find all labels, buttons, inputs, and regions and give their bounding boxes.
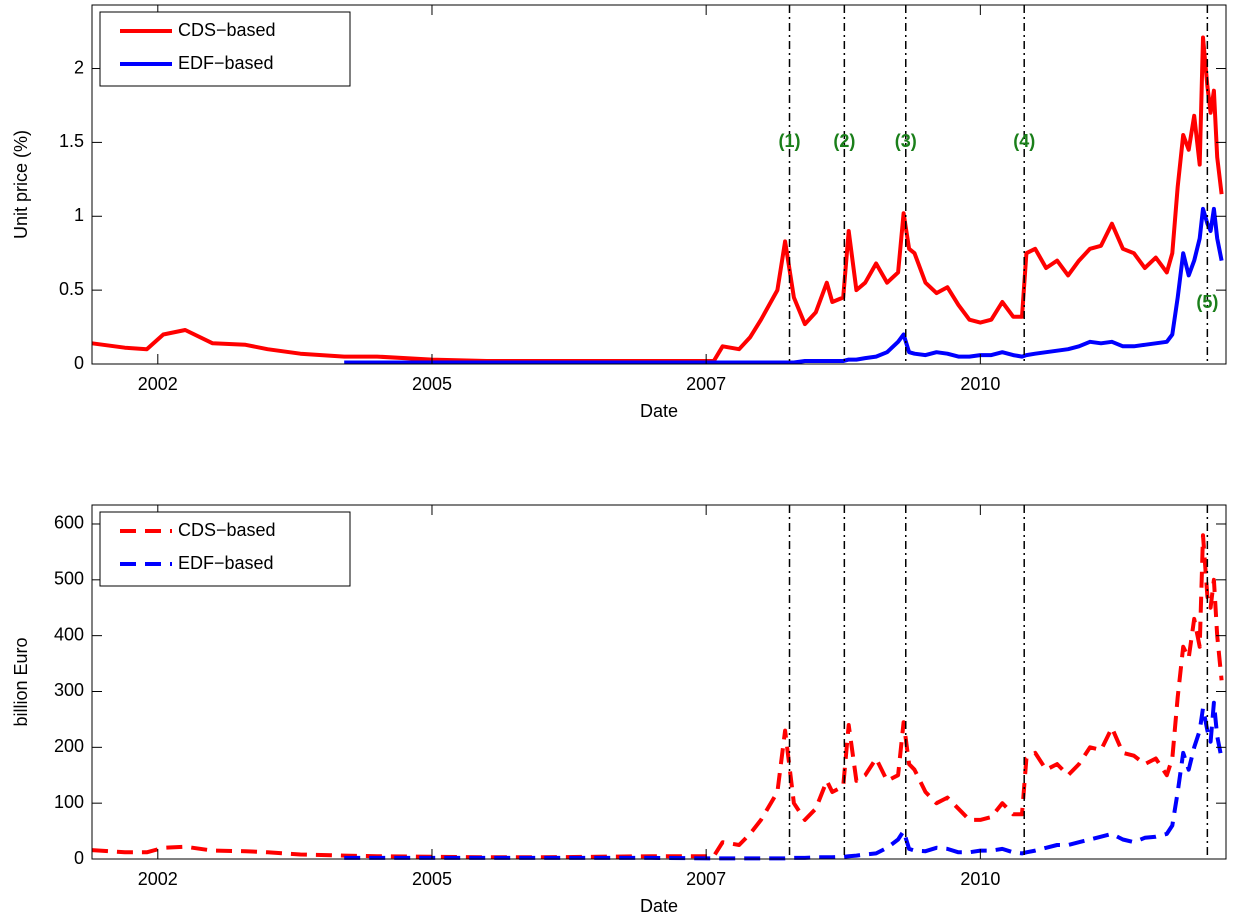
legend-label: CDS−based <box>178 20 276 40</box>
y-axis-label: Unit price (%) <box>11 130 31 239</box>
y-tick-label: 300 <box>54 680 84 700</box>
x-tick-label: 2005 <box>412 374 452 394</box>
x-tick-label: 2007 <box>686 374 726 394</box>
axes-frame <box>91 4 1227 365</box>
x-tick-label: 2010 <box>960 869 1000 889</box>
y-tick-label: 400 <box>54 624 84 644</box>
legend: CDS−based EDF−based <box>99 11 351 87</box>
annotation: (3) <box>895 131 917 151</box>
axes: (1) (2) (3) (4) (5) 2002 2005 2007 2010 0 0.5 1 1.5 2… <box>11 4 1227 421</box>
annotation: (5) <box>1196 292 1218 312</box>
y-tick-label: 500 <box>54 569 84 589</box>
axes: 2002 2005 2007 2010 0 100 200 300 400 500 600 Date b… <box>11 504 1227 916</box>
x-tick-label: 2010 <box>960 374 1000 394</box>
x-tick-label: 2002 <box>138 869 178 889</box>
y-tick-label: 100 <box>54 792 84 812</box>
y-tick-label: 600 <box>54 513 84 533</box>
annotation: (1) <box>779 131 801 151</box>
legend-label: EDF−based <box>178 53 274 73</box>
y-tick-label: 2 <box>74 57 84 77</box>
x-axis-label: Date <box>640 401 678 421</box>
x-tick-label: 2002 <box>138 374 178 394</box>
axes-frame <box>91 504 1227 860</box>
legend-label: CDS−based <box>178 520 276 540</box>
legend: CDS−based EDF−based <box>99 511 351 587</box>
legend-box <box>99 11 351 87</box>
y-tick-label: 1.5 <box>59 131 84 151</box>
y-tick-label: 0.5 <box>59 279 84 299</box>
annotation: (2) <box>833 131 855 151</box>
series-line <box>344 206 1224 365</box>
x-tick-label: 2007 <box>686 869 726 889</box>
y-axis-label: billion Euro <box>11 637 31 726</box>
y-tick-label: 1 <box>74 205 84 225</box>
legend-label: EDF−based <box>178 553 274 573</box>
series-line <box>344 700 1224 861</box>
annotation: (4) <box>1013 131 1035 151</box>
y-tick-label: 200 <box>54 736 84 756</box>
y-tick-label: 0 <box>74 848 84 868</box>
y-tick-label: 0 <box>74 353 84 373</box>
legend-box <box>99 511 351 587</box>
x-axis-label: Date <box>640 896 678 916</box>
x-tick-label: 2005 <box>412 869 452 889</box>
